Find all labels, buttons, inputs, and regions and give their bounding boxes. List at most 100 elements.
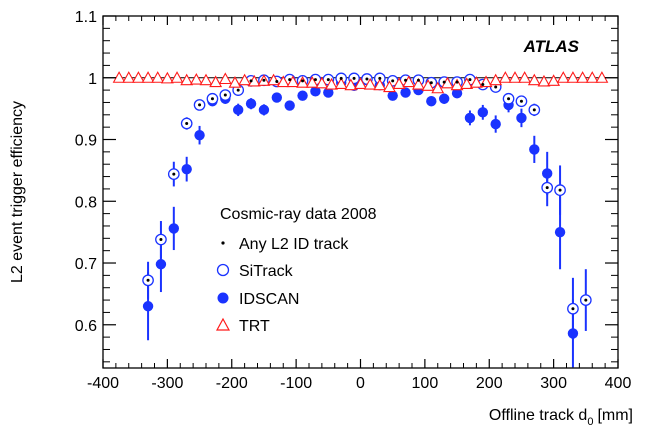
data-point-idscan bbox=[529, 144, 540, 155]
y-tick-label: 0.8 bbox=[75, 194, 97, 211]
x-tick-label: 100 bbox=[412, 375, 439, 392]
y-tick-label: 0.9 bbox=[75, 133, 97, 150]
data-point-trt bbox=[547, 74, 561, 86]
data-point-trt bbox=[315, 76, 329, 89]
data-point-any-l2 bbox=[429, 81, 433, 85]
data-point-trt bbox=[595, 71, 609, 83]
data-point-trt bbox=[460, 77, 474, 89]
y-tick-label: 1 bbox=[88, 71, 97, 88]
legend-entry-sitrack: SiTrack bbox=[216, 263, 294, 280]
x-tick-label: 200 bbox=[476, 375, 503, 392]
data-point-trt bbox=[489, 73, 503, 86]
data-point-trt bbox=[469, 76, 483, 88]
x-tick-label: -300 bbox=[151, 375, 183, 392]
data-point-idscan bbox=[323, 87, 334, 98]
data-point-any-l2 bbox=[210, 97, 214, 101]
data-point-any-l2 bbox=[532, 108, 536, 112]
legend-label-sitrack: SiTrack bbox=[239, 263, 294, 280]
data-point-trt bbox=[189, 72, 203, 85]
data-point-idscan bbox=[387, 90, 398, 101]
data-point-idscan bbox=[464, 112, 476, 124]
data-point-any-l2 bbox=[288, 78, 292, 82]
data-point-idscan bbox=[245, 98, 257, 109]
x-axis-label-unit: [mm] bbox=[597, 407, 633, 424]
data-point-idscan bbox=[232, 104, 244, 116]
data-point-idscan bbox=[258, 104, 270, 116]
legend-label-trt: TRT bbox=[239, 318, 270, 335]
data-point-trt bbox=[431, 81, 445, 94]
legend-marker-triangle bbox=[215, 317, 231, 331]
x-tick-label: 300 bbox=[540, 375, 567, 392]
data-point-idscan bbox=[438, 93, 450, 104]
data-point-idscan bbox=[194, 129, 205, 141]
data-point-trt bbox=[131, 71, 145, 83]
data-point-trt bbox=[112, 71, 126, 83]
data-point-idscan bbox=[554, 226, 566, 238]
legend-marker-dot bbox=[221, 241, 225, 245]
data-point-trt bbox=[122, 71, 136, 83]
data-point-idscan bbox=[310, 86, 321, 97]
axes-layer: -400 -300 -200 -100 0 100 200 300 400 0.6 0.7 0.8 0.… bbox=[75, 9, 632, 392]
data-point-trt bbox=[305, 76, 319, 88]
data-point-idscan bbox=[477, 107, 489, 118]
experiment-label: ATLAS bbox=[523, 37, 580, 56]
data-point-any-l2 bbox=[507, 97, 511, 101]
x-tick-label: 0 bbox=[356, 375, 365, 392]
data-point-idscan bbox=[155, 259, 167, 270]
data-point-trt bbox=[160, 71, 174, 84]
legend: Cosmic-ray data 2008 Any L2 ID track SiT… bbox=[215, 206, 377, 335]
x-axis-label-main: Offline track d bbox=[489, 407, 587, 424]
x-axis-label-subscript: 0 bbox=[587, 416, 593, 428]
data-point-any-l2 bbox=[262, 78, 266, 82]
data-point-trt bbox=[286, 75, 300, 88]
data-point-any-l2 bbox=[339, 76, 343, 80]
data-point-trt bbox=[537, 74, 551, 87]
data-point-trt bbox=[354, 77, 367, 89]
data-point-any-l2 bbox=[365, 77, 369, 81]
data-point-any-l2 bbox=[481, 83, 485, 87]
data-point-trt bbox=[450, 78, 464, 91]
data-point-any-l2 bbox=[198, 103, 202, 107]
data-point-idscan bbox=[168, 223, 180, 234]
data-point-any-l2 bbox=[326, 78, 330, 82]
data-point-any-l2 bbox=[236, 88, 240, 92]
data-point-trt bbox=[218, 72, 232, 85]
x-tick-label: -400 bbox=[87, 375, 119, 392]
data-point-any-l2 bbox=[249, 79, 253, 83]
data-point-idscan bbox=[181, 163, 192, 175]
data-point-trt bbox=[151, 71, 165, 83]
y-tick-label: 0.7 bbox=[75, 256, 97, 273]
data-point-trt bbox=[518, 71, 532, 83]
data-point-trt bbox=[392, 77, 406, 89]
data-point-idscan bbox=[297, 90, 308, 101]
data-point-trt bbox=[228, 76, 242, 88]
data-point-any-l2 bbox=[494, 85, 498, 89]
data-point-idscan bbox=[426, 96, 437, 107]
data-point-idscan bbox=[516, 112, 527, 124]
marks-layer bbox=[112, 71, 609, 368]
legend-label-idscan: IDSCAN bbox=[239, 291, 299, 308]
legend-label-any-l2: Any L2 ID track bbox=[239, 236, 349, 253]
data-point-any-l2 bbox=[352, 76, 356, 80]
data-point-trt bbox=[276, 75, 290, 88]
data-point-idscan bbox=[271, 92, 283, 103]
series-any-l2-id-track bbox=[146, 76, 588, 311]
legend-entry-idscan: IDSCAN bbox=[217, 291, 299, 308]
x-tick-label: 400 bbox=[605, 375, 632, 392]
data-point-trt bbox=[527, 73, 541, 86]
data-point-any-l2 bbox=[223, 93, 227, 97]
data-point-any-l2 bbox=[545, 186, 549, 190]
data-point-idscan bbox=[490, 118, 501, 130]
data-point-any-l2 bbox=[313, 78, 317, 82]
data-point-any-l2 bbox=[468, 78, 472, 82]
data-point-any-l2 bbox=[416, 78, 420, 82]
data-point-trt bbox=[508, 71, 522, 83]
legend-entry-any-l2: Any L2 ID track bbox=[221, 236, 349, 253]
data-point-trt bbox=[325, 77, 338, 90]
y-tick-label: 0.6 bbox=[75, 318, 97, 335]
data-point-any-l2 bbox=[172, 172, 176, 176]
data-point-idscan bbox=[284, 100, 295, 111]
data-point-trt bbox=[421, 79, 435, 91]
data-point-trt bbox=[344, 78, 358, 91]
